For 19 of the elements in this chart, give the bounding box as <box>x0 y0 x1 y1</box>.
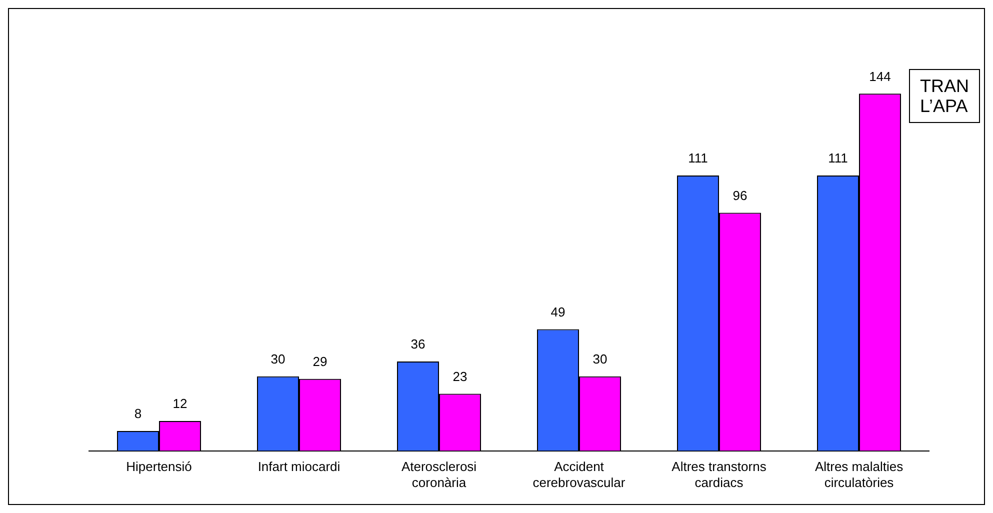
data-label: 144 <box>869 68 891 84</box>
data-label: 12 <box>172 396 188 412</box>
x-tick-label: Infart miocardi <box>258 459 340 474</box>
data-label: 30 <box>592 351 608 366</box>
x-tick-label: Hipertensió <box>126 459 192 474</box>
data-label: 49 <box>550 304 566 320</box>
annotation: TRAN L’APA <box>909 69 980 123</box>
data-label: 29 <box>312 354 328 369</box>
x-tick-label: Accident cerebrovascular <box>532 459 626 490</box>
x-tick-label: Aterosclerosi coronària <box>401 459 477 490</box>
data-label: 111 <box>688 150 708 166</box>
data-label: 96 <box>732 188 748 203</box>
data-label: 30 <box>270 351 286 366</box>
data-label: 36 <box>410 336 426 352</box>
data-label: 23 <box>452 368 468 384</box>
x-tick-label: Altres transtorns cardiacs <box>672 459 767 490</box>
data-label: 8 <box>134 406 142 422</box>
x-tick-label: Altres malalties circulatòries <box>814 459 904 490</box>
data-label: 111 <box>828 150 848 166</box>
